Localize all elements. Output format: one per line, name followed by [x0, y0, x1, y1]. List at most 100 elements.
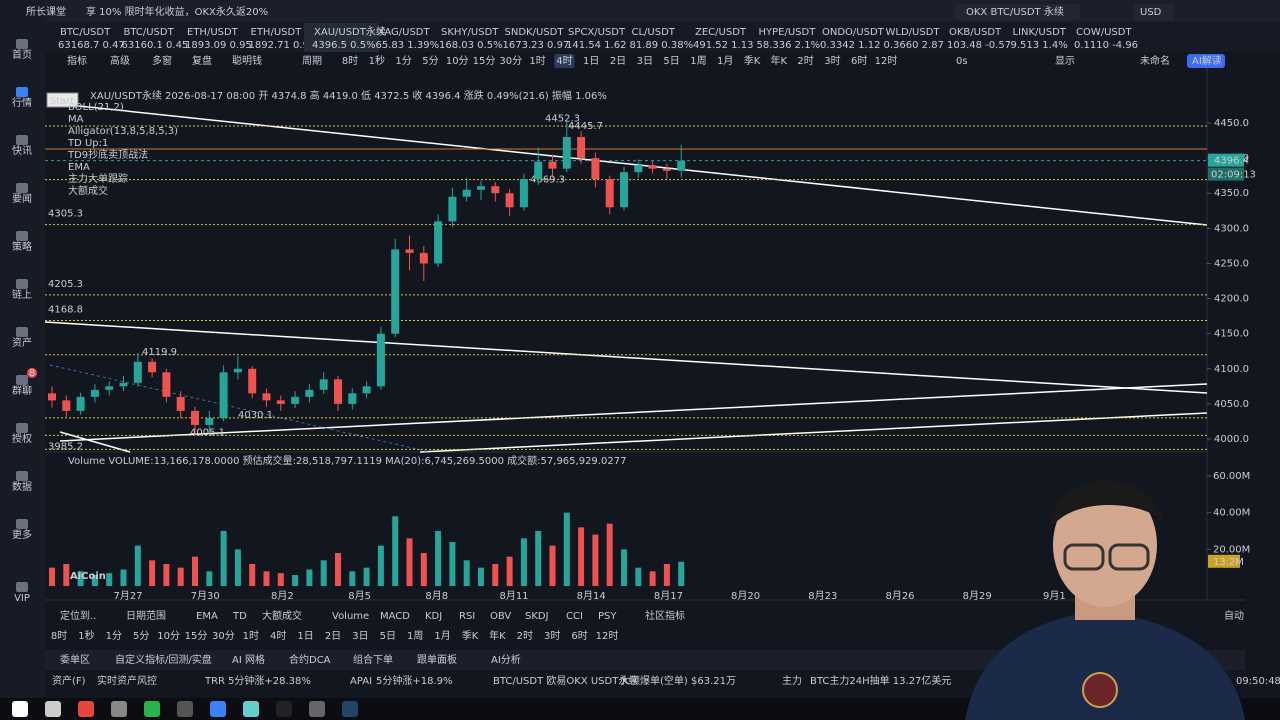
- toolbar-item[interactable]: 指标: [67, 54, 87, 67]
- start-button[interactable]: [46, 92, 79, 108]
- search-box[interactable]: [955, 4, 1080, 20]
- timeframe[interactable]: 6时: [851, 55, 867, 67]
- tab-name[interactable]: BTC/USDT: [60, 27, 111, 38]
- toolbar-item[interactable]: 复盘: [192, 54, 212, 67]
- tab-name[interactable]: SKHY/USDT: [441, 27, 499, 38]
- toolbar-item[interactable]: 多窗: [152, 54, 172, 67]
- tab-name[interactable]: CL/USDT: [632, 27, 676, 38]
- taskbar-icon[interactable]: [144, 701, 160, 717]
- sidebar-item[interactable]: 资产: [12, 336, 32, 349]
- timeframe[interactable]: 12时: [875, 55, 898, 67]
- timeframe[interactable]: 2时: [797, 55, 813, 67]
- bottom-timeframe[interactable]: 1月: [434, 630, 450, 642]
- tab-name[interactable]: WLD/USDT: [886, 27, 941, 38]
- taskbar-icon[interactable]: [45, 701, 61, 717]
- bottom-timeframe[interactable]: 5分: [133, 630, 149, 642]
- bottom-timeframe[interactable]: 2时: [517, 630, 533, 642]
- bottom-timeframe[interactable]: 3时: [544, 630, 560, 642]
- sidebar-item[interactable]: 更多: [12, 528, 32, 541]
- bottom-timeframe[interactable]: 3日: [352, 631, 368, 642]
- bottom-timeframe[interactable]: 1时: [243, 630, 259, 642]
- bottom-timeframe[interactable]: 30分: [212, 630, 235, 642]
- timeframe[interactable]: 4时: [556, 55, 572, 67]
- indicator-tab[interactable]: 定位到..: [60, 609, 96, 622]
- taskbar-icon[interactable]: [309, 701, 325, 717]
- indicator-tab[interactable]: TD: [232, 611, 247, 622]
- sidebar-item[interactable]: 快讯: [12, 145, 32, 157]
- taskbar-icon[interactable]: [342, 701, 358, 717]
- bottom-tab[interactable]: 跟单面板: [417, 653, 457, 666]
- toolbar-item[interactable]: 高级: [110, 54, 130, 67]
- timeframe[interactable]: 1月: [717, 55, 733, 67]
- timeframe[interactable]: 3日: [637, 56, 653, 67]
- indicator-tab[interactable]: SKDJ: [525, 611, 549, 622]
- indicator-tab[interactable]: RSI: [459, 611, 475, 622]
- bottom-tab[interactable]: 自定义指标/回测/实盘: [115, 653, 212, 666]
- bottom-timeframe[interactable]: 12时: [596, 630, 619, 642]
- ai-button[interactable]: [1187, 54, 1225, 68]
- timeframe[interactable]: 30分: [499, 55, 522, 67]
- bottom-timeframe[interactable]: 15分: [185, 630, 208, 642]
- bottom-timeframe[interactable]: 1日: [297, 631, 313, 642]
- taskbar-icon[interactable]: [111, 701, 127, 717]
- tab-name[interactable]: LINK/USDT: [1013, 27, 1067, 38]
- bottom-tab[interactable]: 合约DCA: [289, 653, 331, 666]
- indicator-tab[interactable]: OBV: [490, 611, 511, 622]
- tab-name[interactable]: ONDO/USDT: [822, 27, 885, 38]
- sidebar-item[interactable]: 策略: [12, 240, 32, 253]
- sidebar-item[interactable]: 数据: [12, 480, 32, 493]
- bottom-timeframe[interactable]: 10分: [157, 630, 180, 642]
- timeframe[interactable]: 3时: [824, 55, 840, 67]
- tab-name[interactable]: ETH/USDT: [251, 27, 303, 38]
- timeframe[interactable]: 1秒: [369, 54, 385, 67]
- indicator-tab[interactable]: Volume: [332, 611, 369, 622]
- indicator-tab[interactable]: 日期范围: [126, 609, 166, 622]
- bottom-timeframe[interactable]: 5日: [380, 631, 396, 642]
- toolbar-item[interactable]: 聪明钱: [232, 54, 262, 67]
- sidebar-item[interactable]: 链上: [12, 288, 32, 301]
- timeframe[interactable]: 1日: [583, 56, 599, 67]
- indicator-tab[interactable]: EMA: [196, 611, 218, 622]
- tab-name[interactable]: XAG/USDT: [378, 27, 431, 38]
- taskbar-icon[interactable]: [78, 701, 94, 717]
- timeframe[interactable]: 10分: [446, 55, 469, 67]
- timeframe[interactable]: 5日: [663, 56, 679, 67]
- taskbar-icon[interactable]: [177, 701, 193, 717]
- tab-name[interactable]: BTC/USDT: [124, 27, 175, 38]
- sidebar-item[interactable]: 授权: [12, 432, 32, 445]
- timeframe[interactable]: 2日: [610, 56, 626, 67]
- sidebar-item[interactable]: 群聊: [12, 384, 32, 397]
- bottom-tab[interactable]: AI 网格: [232, 653, 265, 666]
- bottom-timeframe[interactable]: 1分: [106, 630, 122, 642]
- currency-box[interactable]: [1134, 4, 1174, 20]
- timeframe[interactable]: 1周: [690, 55, 706, 67]
- bottom-timeframe[interactable]: 2日: [325, 631, 341, 642]
- bottom-tab[interactable]: 委单区: [60, 653, 90, 666]
- taskbar-icon[interactable]: [243, 701, 259, 717]
- indicator-tab[interactable]: KDJ: [425, 611, 442, 622]
- bottom-tab[interactable]: AI分析: [491, 653, 521, 666]
- indicator-tab[interactable]: CCI: [566, 611, 583, 622]
- tab-name[interactable]: ZEC/USDT: [695, 27, 747, 38]
- bottom-timeframe[interactable]: 1秒: [78, 629, 94, 642]
- timeframe[interactable]: 5分: [422, 55, 438, 67]
- indicator-tab[interactable]: 社区指标: [645, 609, 685, 622]
- tab-name[interactable]: HYPE/USDT: [759, 27, 817, 38]
- bottom-tab[interactable]: 组合下单: [353, 653, 393, 666]
- tab-name[interactable]: ETH/USDT: [187, 27, 239, 38]
- timeframe[interactable]: 1时: [529, 55, 545, 67]
- timeframe[interactable]: 1分: [395, 55, 411, 67]
- tab-name[interactable]: SPCX/USDT: [568, 27, 626, 38]
- tab-name[interactable]: COW/USDT: [1076, 27, 1132, 38]
- timeframe[interactable]: 年K: [771, 54, 788, 67]
- indicator-tab[interactable]: 大额成交: [262, 609, 302, 622]
- taskbar-icon[interactable]: [12, 701, 28, 717]
- sidebar-item[interactable]: 要闻: [12, 192, 32, 205]
- sidebar-item[interactable]: VIP: [14, 593, 30, 604]
- timeframe[interactable]: 季K: [744, 55, 761, 67]
- timeframe[interactable]: 15分: [473, 55, 496, 67]
- taskbar-icon[interactable]: [276, 701, 292, 717]
- tab-name[interactable]: OKB/USDT: [949, 27, 1002, 38]
- bottom-timeframe[interactable]: 1周: [407, 630, 423, 642]
- timeframe[interactable]: 8时: [342, 55, 358, 67]
